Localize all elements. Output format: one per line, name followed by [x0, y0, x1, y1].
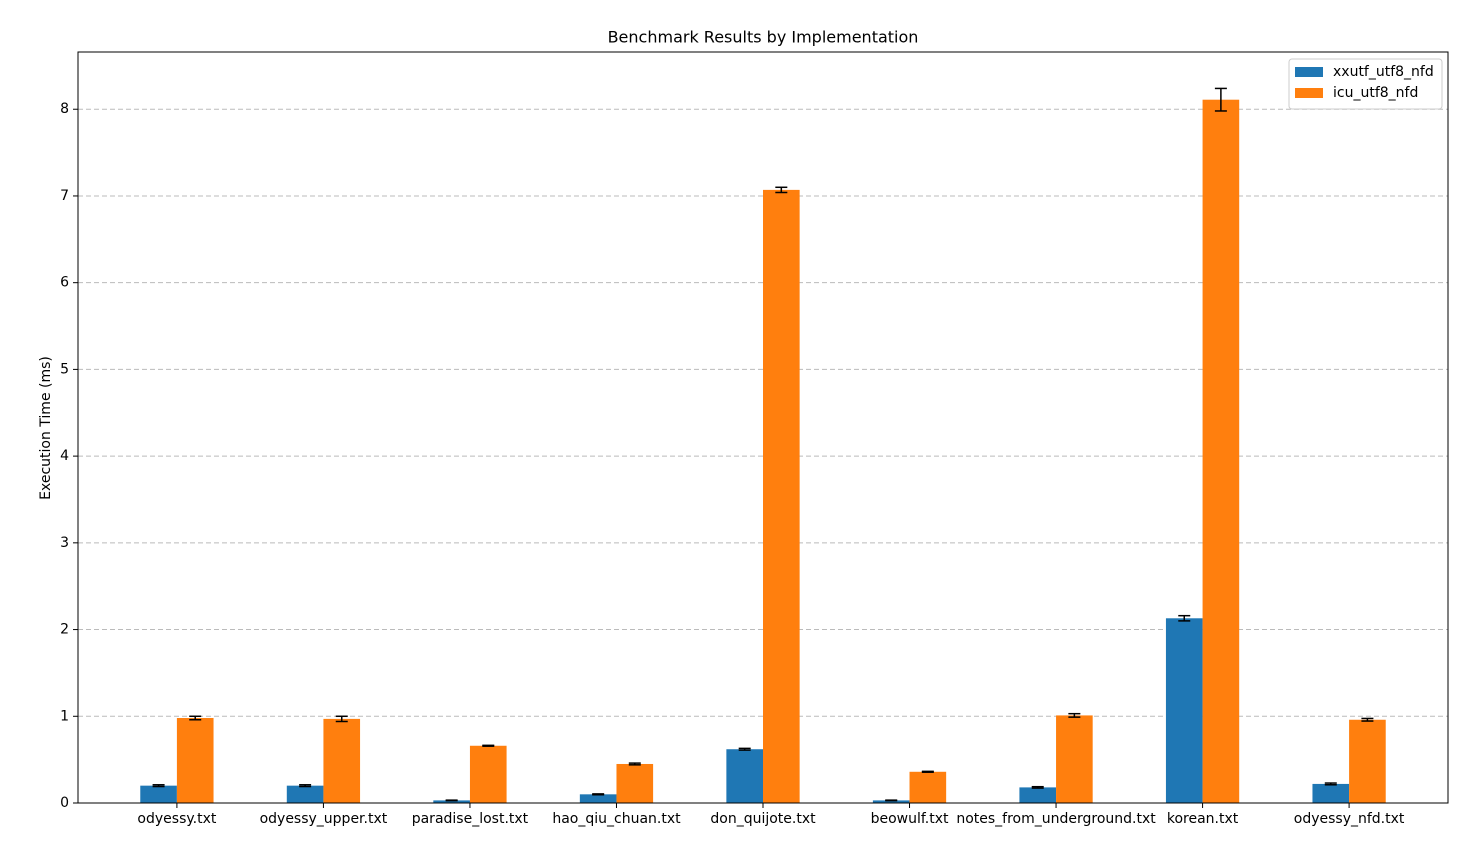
- y-tick-label: 8: [60, 101, 69, 117]
- error-bar: [299, 784, 312, 788]
- bar: [579, 794, 617, 803]
- error-bar: [445, 799, 458, 802]
- bar: [763, 189, 800, 803]
- y-tick-label: 7: [60, 188, 69, 204]
- error-bar: [1361, 717, 1374, 722]
- bar: [872, 800, 910, 803]
- x-tick-label: odyessy_upper.txt: [260, 811, 388, 827]
- bar: [1202, 99, 1240, 804]
- error-bar: [1214, 87, 1227, 112]
- bar: [909, 771, 947, 803]
- error-bar: [738, 747, 751, 751]
- y-tick-label: 2: [60, 622, 69, 638]
- plot-frame: [77, 51, 1449, 804]
- x-tick-label: notes_from_underground.txt: [956, 811, 1156, 827]
- error-bar: [628, 762, 641, 766]
- error-bar: [1178, 614, 1191, 622]
- error-bar: [885, 799, 898, 802]
- legend-label: xxutf_utf8_nfd: [1333, 64, 1434, 80]
- chart-title: Benchmark Results by Implementation: [608, 28, 919, 47]
- bar: [1165, 618, 1203, 803]
- legend-swatch: [1295, 67, 1323, 77]
- x-tick-label: don_quijote.txt: [710, 811, 816, 827]
- y-tick-label: 0: [60, 795, 69, 811]
- y-tick-label: 6: [60, 275, 69, 291]
- bar: [1056, 715, 1093, 803]
- error-bar: [189, 715, 202, 721]
- y-tick-label: 5: [60, 361, 69, 377]
- error-bar: [1324, 782, 1337, 786]
- legend-box: [1288, 58, 1443, 110]
- error-bar: [921, 770, 934, 773]
- bar: [1349, 719, 1386, 803]
- error-bar: [335, 715, 348, 723]
- x-tick-label: korean.txt: [1167, 811, 1239, 827]
- bar: [140, 785, 177, 803]
- x-tick-label: odyessy_nfd.txt: [1294, 811, 1405, 827]
- y-tick-label: 3: [60, 535, 69, 551]
- x-tick-label: odyessy.txt: [137, 811, 216, 827]
- error-bar: [592, 793, 605, 796]
- error-bar: [775, 186, 788, 194]
- error-bar: [482, 744, 495, 747]
- error-bar: [1068, 712, 1081, 718]
- bar: [616, 763, 654, 803]
- bar: [286, 785, 324, 803]
- error-bar: [1031, 785, 1044, 789]
- bar: [1312, 783, 1350, 803]
- legend-label: icu_utf8_nfd: [1333, 85, 1418, 101]
- bar: [176, 718, 214, 803]
- x-tick-label: hao_qiu_chuan.txt: [552, 811, 681, 827]
- bar: [726, 749, 763, 803]
- y-axis-label: Execution Time (ms): [38, 356, 54, 500]
- bar: [1019, 787, 1057, 803]
- legend-swatch: [1295, 88, 1323, 98]
- bar: [323, 718, 361, 803]
- bar: [433, 800, 470, 803]
- x-tick-label: beowulf.txt: [871, 811, 949, 827]
- y-tick-label: 1: [60, 708, 69, 724]
- y-tick-label: 4: [60, 448, 69, 464]
- bar: [469, 745, 507, 803]
- x-tick-label: paradise_lost.txt: [412, 811, 529, 827]
- error-bar: [152, 784, 165, 788]
